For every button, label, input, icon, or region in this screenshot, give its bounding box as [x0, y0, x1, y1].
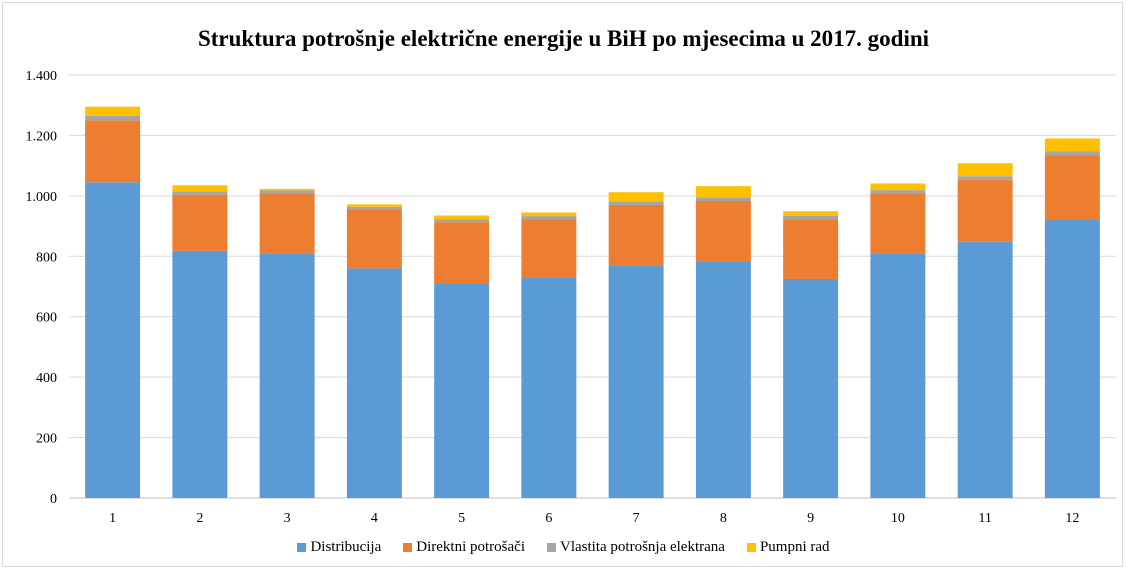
y-tick-label: 600 — [36, 311, 57, 326]
bar-segment-3-month-8 — [695, 197, 751, 201]
y-tick-label: 1.400 — [26, 69, 58, 84]
legend-label-direktni-potrosaci: Direktni potrošači — [416, 539, 525, 555]
legend-swatch-pumpni-rad — [746, 543, 756, 552]
legend-item-direktni-potrosaci: Direktni potrošači — [403, 539, 525, 556]
x-tick-label: 11 — [978, 511, 991, 526]
bar-segment-2-month-1 — [85, 120, 141, 183]
legend-label-vlastita-potrosnja: Vlastita potrošnja elektrana — [560, 539, 725, 555]
bar-segment-3-month-1 — [85, 115, 141, 121]
bar-segment-1-month-5 — [434, 283, 490, 498]
bar-segment-3-month-10 — [870, 190, 926, 194]
bar-segment-2-month-8 — [695, 200, 751, 262]
bar-segment-1-month-11 — [957, 241, 1013, 499]
bar-segment-1-month-12 — [1044, 220, 1100, 498]
bar-segment-4-month-11 — [957, 163, 1013, 177]
bar-segment-2-month-5 — [434, 222, 490, 284]
y-tick-label: 0 — [50, 492, 57, 507]
y-tick-label: 1.200 — [26, 129, 58, 144]
bar-segment-4-month-6 — [521, 212, 577, 217]
bar-segment-2-month-10 — [870, 193, 926, 254]
x-tick-label: 1 — [109, 511, 116, 526]
bar-segment-4-month-5 — [434, 215, 490, 220]
y-tick-label: 200 — [36, 432, 57, 447]
bar-segment-2-month-7 — [608, 204, 664, 266]
legend-label-pumpni-rad: Pumpni rad — [759, 539, 830, 555]
bar-segment-3-month-12 — [1044, 151, 1100, 156]
x-tick-label: 7 — [633, 511, 640, 526]
bar-segment-1-month-1 — [85, 182, 141, 498]
bar-segment-2-month-11 — [957, 179, 1013, 242]
bar-segment-1-month-9 — [783, 278, 839, 498]
bar-segment-4-month-3 — [259, 188, 315, 191]
bar-segment-2-month-6 — [521, 219, 577, 279]
bar-segment-3-month-2 — [172, 191, 228, 195]
bar-segment-4-month-10 — [870, 183, 926, 191]
bar-segment-3-month-9 — [783, 215, 839, 220]
bar-segment-3-month-11 — [957, 176, 1013, 180]
x-tick-label: 12 — [1065, 511, 1079, 526]
legend-item-vlastita-potrosnja: Vlastita potrošnja elektrana — [547, 539, 725, 556]
legend-swatch-vlastita-potrosnja — [547, 543, 556, 552]
legend: Distribucija Direktni potrošači Vlastita… — [0, 539, 1127, 556]
bar-segment-1-month-7 — [608, 265, 664, 498]
legend-swatch-distribucija — [297, 543, 307, 552]
bar-segment-4-month-4 — [346, 204, 402, 207]
bar-segment-1-month-4 — [346, 268, 402, 498]
bar-segment-2-month-12 — [1044, 155, 1100, 221]
bar-segment-3-month-4 — [346, 206, 402, 210]
bar-segment-4-month-8 — [695, 186, 751, 198]
x-tick-label: 10 — [891, 511, 905, 526]
x-tick-label: 9 — [807, 511, 814, 526]
x-tick-label: 4 — [371, 511, 378, 526]
bar-segment-3-month-6 — [521, 216, 577, 220]
x-tick-label: 6 — [545, 511, 552, 526]
bar-segment-1-month-3 — [259, 253, 315, 498]
x-tick-label: 2 — [196, 511, 203, 526]
bar-segment-1-month-8 — [695, 261, 751, 498]
legend-item-distribucija: Distribucija — [297, 539, 381, 556]
x-tick-label: 8 — [720, 511, 727, 526]
y-tick-label: 1.000 — [26, 190, 58, 205]
legend-item-pumpni-rad: Pumpni rad — [746, 539, 830, 556]
bar-segment-4-month-1 — [85, 106, 141, 116]
legend-swatch-direktni-potrosaci — [403, 543, 413, 552]
bar-segment-1-month-6 — [521, 278, 577, 498]
bar-segment-2-month-3 — [259, 193, 315, 254]
chart-title: Struktura potrošnje električne energije … — [197, 26, 930, 51]
y-tick-label: 800 — [36, 250, 57, 265]
bar-segment-3-month-3 — [259, 190, 315, 194]
bar-segment-4-month-12 — [1044, 138, 1100, 152]
bar-segment-1-month-10 — [870, 253, 926, 498]
bar-segment-2-month-4 — [346, 209, 402, 269]
legend-label-distribucija: Distribucija — [310, 539, 382, 555]
bar-segment-3-month-5 — [434, 219, 490, 223]
bar-segment-3-month-7 — [608, 201, 664, 205]
bar-segment-2-month-2 — [172, 194, 228, 251]
bar-segment-4-month-7 — [608, 192, 664, 202]
x-tick-label: 5 — [458, 511, 465, 526]
y-tick-label: 400 — [36, 371, 57, 386]
bar-segment-1-month-2 — [172, 250, 228, 498]
bar-segment-4-month-2 — [172, 185, 228, 192]
bar-segment-2-month-9 — [783, 219, 839, 279]
bar-segment-4-month-9 — [783, 211, 839, 216]
x-tick-label: 3 — [284, 511, 291, 526]
